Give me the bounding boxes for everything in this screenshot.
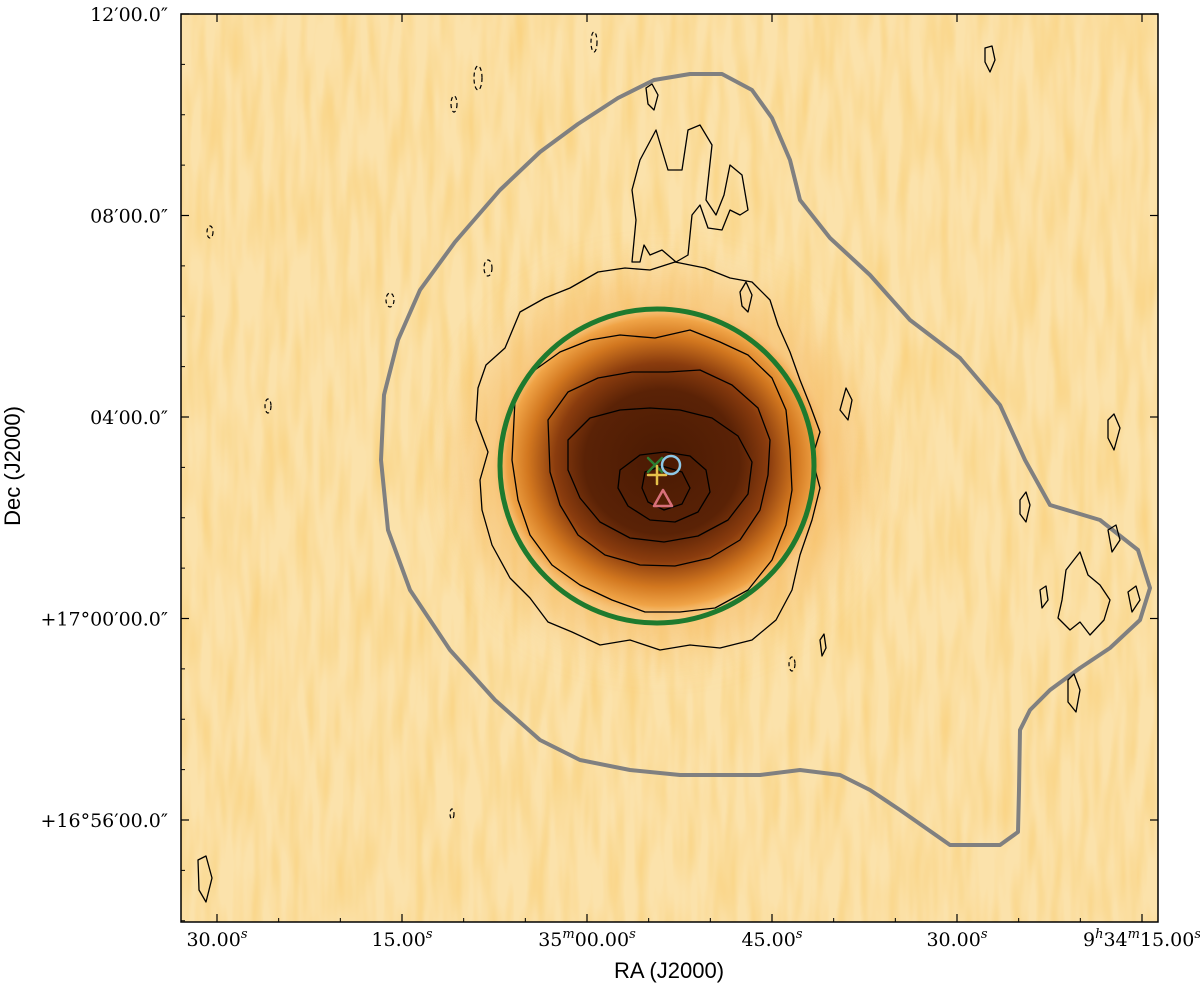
contour-blob-1	[645, 83, 659, 111]
x-axis-title: RA (J2000)	[614, 958, 724, 983]
dashed-contour-9	[449, 808, 455, 820]
y-axis-ticks: 12′00.0″ 08′00.0″ 04′00.0″ +17°00′00.0″ +16°…	[41, 4, 1158, 922]
markers	[646, 454, 682, 508]
contour-level-1	[475, 261, 821, 651]
black-contours	[197, 45, 1141, 903]
y-tick-label: 08′00.0″	[90, 206, 168, 228]
x-tick-label: 15.00s​	[371, 927, 432, 951]
x-tick-label: 30.00s​	[926, 927, 987, 951]
x-tick-label: 45.00s​	[741, 927, 802, 951]
y-tick-label: +16°56′00.0″	[41, 810, 169, 832]
contour-level-4	[567, 407, 753, 543]
contour-blob-7	[1039, 585, 1049, 609]
contour-blob-6	[1107, 413, 1121, 451]
dashed-contour-8	[788, 656, 796, 672]
contour-blob-2	[984, 45, 996, 73]
plot-area	[181, 14, 1158, 922]
r500-circle	[497, 306, 817, 626]
contour-level-5	[617, 451, 711, 523]
marker-x	[646, 456, 664, 474]
y-tick-label: +17°00′00.0″	[41, 609, 169, 631]
contour-blob-8	[1127, 585, 1141, 613]
y-tick-label: 04′00.0″	[90, 407, 168, 429]
contour-blob-13	[739, 281, 753, 313]
negative-contours	[206, 31, 796, 820]
contour-blob-12	[197, 855, 213, 903]
marker-triangle	[652, 488, 674, 508]
dashed-contour-1	[473, 65, 483, 91]
marker-plus	[646, 464, 668, 486]
dashed-contour-7	[590, 31, 598, 53]
contour-blob-4	[1019, 491, 1031, 523]
dashed-contour-2	[450, 95, 458, 113]
x-tick-label: 30.00s​	[186, 927, 247, 951]
contour-level-3	[547, 369, 771, 567]
dashed-contour-4	[385, 292, 395, 308]
dashed-contour-6	[206, 225, 214, 239]
x-tick-label: 35m​00.00s​	[538, 927, 636, 951]
contour-north-plume	[631, 124, 749, 263]
plot-frame	[180, 13, 1159, 923]
contour-blob-11	[819, 633, 827, 657]
dashed-contour-5	[264, 398, 272, 414]
x-tick-label: 9h​34m​15.00s​	[1083, 927, 1200, 951]
contour-blob-5	[1067, 673, 1081, 713]
y-axis-title: Dec (J2000)	[0, 406, 25, 526]
x-axis-ticks: 30.00s​ 15.00s​ 35m​00.00s​ 45.00s​ 30.00s​ 9…	[186, 14, 1200, 951]
marker-circle	[660, 454, 682, 476]
contour-blob-3	[1057, 551, 1111, 636]
contour-level-6	[641, 465, 691, 511]
contour-level-2	[511, 329, 793, 613]
gray-contour	[379, 72, 1152, 847]
contour-blob-10	[839, 387, 853, 421]
y-tick-label: 12′00.0″	[90, 4, 168, 26]
dashed-contour-3	[483, 259, 493, 277]
contour-blob-9	[1107, 524, 1121, 553]
